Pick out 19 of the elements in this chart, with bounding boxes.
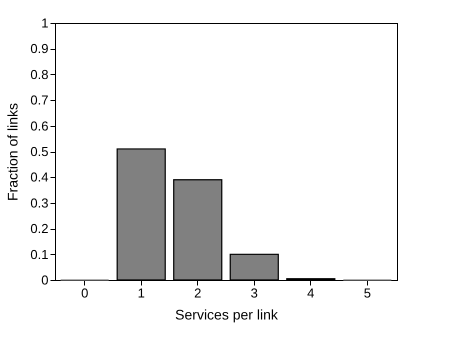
y-tick-label: 1 [41, 16, 48, 30]
y-axis-title: Fraction of links [4, 102, 20, 202]
x-tick-label: 3 [250, 286, 258, 300]
x-axis-title: Services per link [175, 306, 279, 322]
y-tick-label: 0.8 [30, 66, 48, 82]
y-tick-label: 0.7 [30, 92, 48, 108]
y-tick-label: 0.6 [30, 118, 48, 134]
y-tick-label: 0.1 [30, 246, 48, 262]
y-tick-label: 0.3 [30, 195, 48, 210]
y-tick-label: 0.5 [30, 144, 48, 159]
y-tick-label: 0.4 [30, 170, 48, 185]
x-tick-label: 5 [364, 286, 371, 300]
x-tick-label: 4 [307, 286, 314, 300]
x-tick-label: 0 [81, 286, 88, 300]
y-tick-label: 0 [41, 272, 48, 288]
x-tick-label: 1 [138, 286, 145, 300]
x-tick-label: 2 [194, 286, 202, 300]
y-tick-label: 0.9 [30, 41, 48, 56]
y-tick-label: 0.2 [30, 221, 48, 236]
